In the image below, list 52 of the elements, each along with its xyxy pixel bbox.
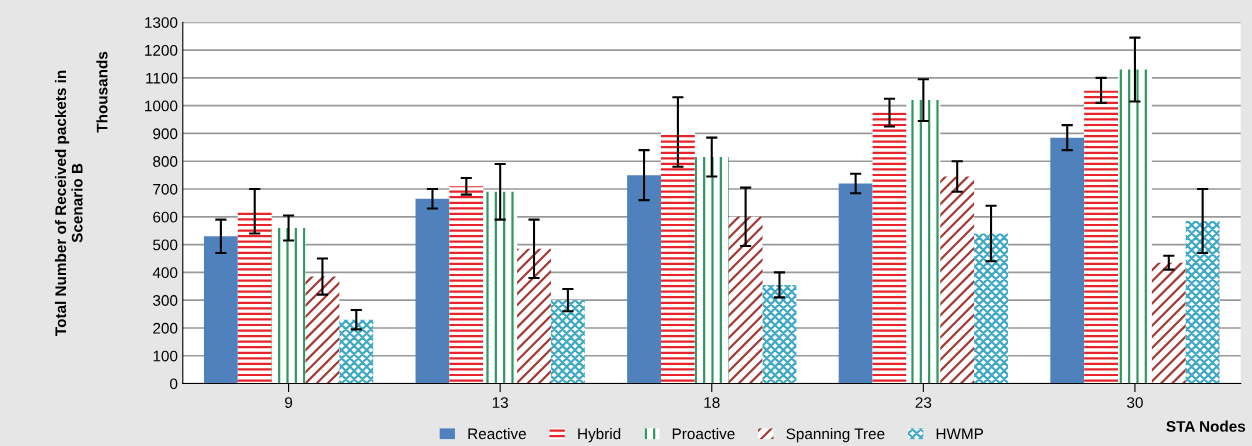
x-tick-label: 13 <box>492 397 508 408</box>
bar <box>660 132 695 384</box>
bar <box>517 248 551 384</box>
bar <box>237 211 272 384</box>
x-axis-title: STA Nodes <box>1166 420 1246 432</box>
bar <box>1084 90 1119 384</box>
bar <box>483 191 518 384</box>
y-tick-label: 400 <box>152 267 178 279</box>
y-tick-label: 1200 <box>145 44 178 56</box>
bar <box>872 112 907 384</box>
bar <box>305 276 340 384</box>
y-tick-label: 1100 <box>146 72 178 84</box>
x-tick-label: 30 <box>1127 397 1143 408</box>
bar <box>974 233 1008 384</box>
bar <box>1185 220 1220 384</box>
legend-label: Spanning Tree <box>786 428 885 443</box>
bar <box>694 157 729 384</box>
bar <box>550 300 585 384</box>
bar <box>906 100 941 384</box>
y-axis-title: Total Number of Received packets in Scenario B <box>54 70 83 336</box>
bar <box>415 198 450 384</box>
x-tick-label: 9 <box>285 397 293 408</box>
bar <box>1118 69 1152 384</box>
text: Thousands <box>96 51 108 133</box>
y-tick-label: 600 <box>153 211 178 223</box>
legend-label: Hybrid <box>578 428 621 443</box>
y-tick-label: 800 <box>153 156 178 167</box>
bar <box>1151 262 1186 384</box>
y-tick-label: 200 <box>153 322 178 334</box>
bar <box>203 236 238 384</box>
legend-label: Reactive <box>468 428 526 440</box>
y-tick-label: 900 <box>153 128 178 140</box>
bar <box>838 183 873 384</box>
y-tick-label: 500 <box>153 239 178 251</box>
y-tick-label: 300 <box>153 295 178 306</box>
x-tick-label: 23 <box>915 397 932 408</box>
bar <box>339 319 374 384</box>
bar <box>728 216 763 384</box>
legend-label: HWMP <box>936 428 984 440</box>
legend-label: Proactive <box>672 428 735 440</box>
bar <box>762 284 797 384</box>
bar <box>627 175 661 384</box>
y-tick-label: 700 <box>153 183 178 195</box>
y-tick-label: 0 <box>170 378 178 390</box>
x-tick-label: 18 <box>704 397 720 408</box>
y-tick-label: 100 <box>153 350 178 362</box>
bar <box>940 176 975 384</box>
bar <box>1050 137 1085 384</box>
bar <box>449 186 484 384</box>
y-tick-label: 1000 <box>145 100 178 112</box>
bar <box>271 227 306 384</box>
y-tick-label: 1300 <box>145 17 178 28</box>
